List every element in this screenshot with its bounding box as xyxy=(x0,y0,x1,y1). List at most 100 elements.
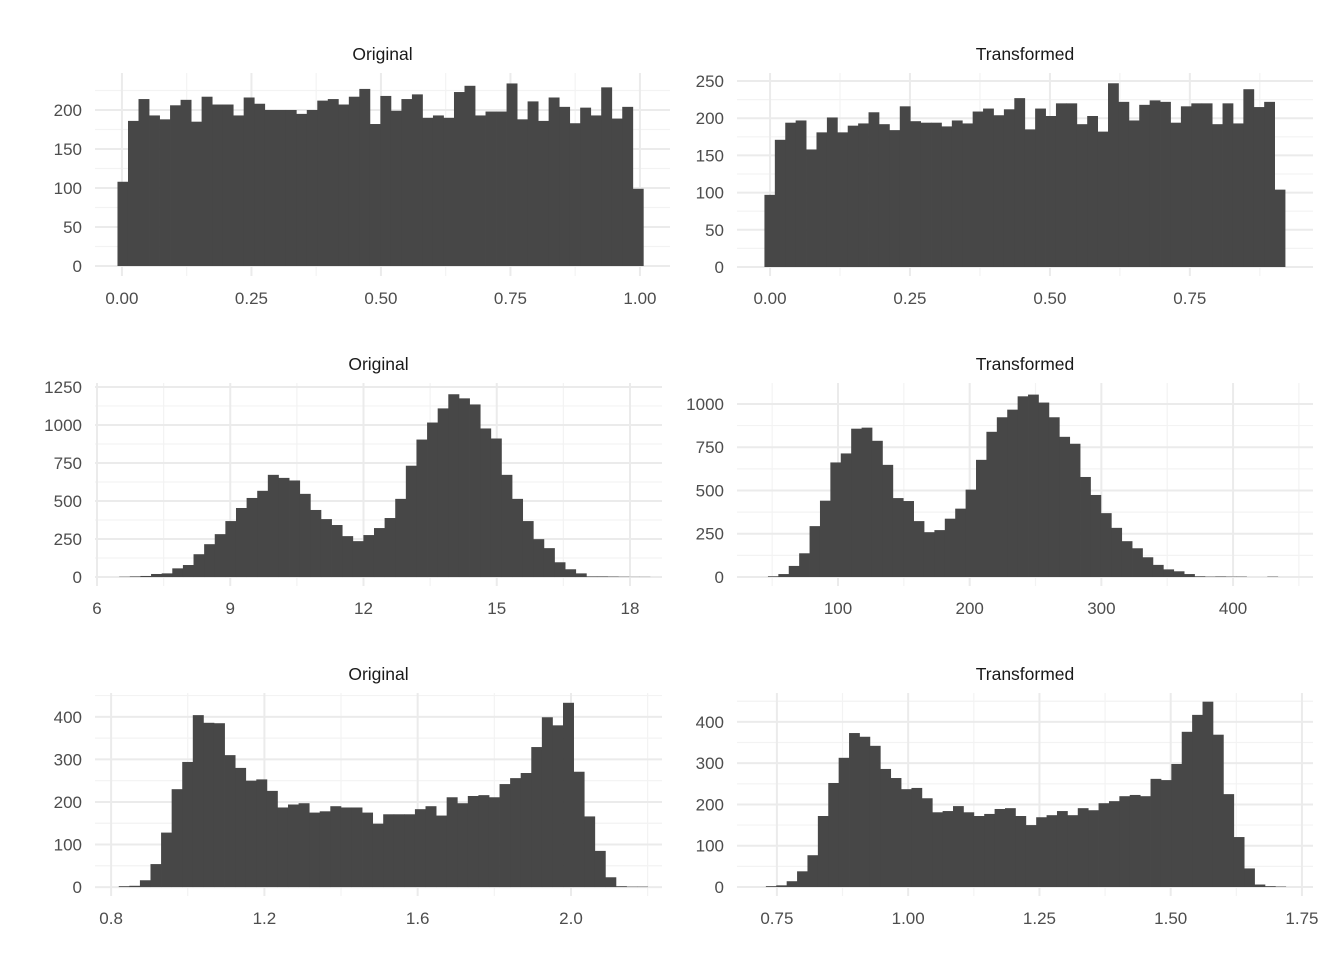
histogram-bar xyxy=(923,532,935,578)
histogram-bar xyxy=(849,733,860,888)
histogram-bar xyxy=(458,398,470,578)
histogram-bar xyxy=(373,528,386,578)
histogram-bar xyxy=(1108,83,1119,267)
histogram-panel-5: 0.8 1.2 1.6 2.0 0 100 200 300 400 Original xyxy=(54,664,662,928)
x-tick-label: 1.25 xyxy=(1023,909,1056,928)
histogram-bar xyxy=(1080,476,1091,578)
x-tick-label: 1.00 xyxy=(892,909,925,928)
x-tick-label: 400 xyxy=(1219,599,1247,618)
y-tick-label: 0 xyxy=(73,257,82,276)
histogram-bar xyxy=(1076,124,1088,267)
histogram-bar xyxy=(788,565,800,578)
histogram-bar xyxy=(819,500,831,578)
histogram-bar xyxy=(795,120,807,267)
histogram-bar xyxy=(632,188,644,267)
histogram-bar xyxy=(1090,494,1102,578)
panel-title: Transformed xyxy=(976,354,1075,374)
histogram-bar xyxy=(204,544,216,578)
histogram-panel-6: 0.75 1.00 1.25 1.50 1.75 0 100 200 300 400 Transfo… xyxy=(696,664,1319,928)
histogram-bar xyxy=(962,123,974,267)
histogram-bar xyxy=(246,497,258,578)
histogram-bar xyxy=(1045,115,1057,267)
x-tick-label: 2.0 xyxy=(559,909,583,928)
histogram-bar xyxy=(222,104,234,267)
histogram-bar xyxy=(289,480,301,578)
histogram-bar xyxy=(235,507,247,578)
histogram-bar xyxy=(510,778,522,888)
histogram-bar xyxy=(1067,815,1079,888)
histogram-bar xyxy=(118,886,130,888)
histogram-bar xyxy=(1066,103,1078,267)
histogram-bar xyxy=(573,771,585,888)
histogram-bar xyxy=(383,814,395,888)
histogram-bar xyxy=(1035,108,1046,267)
histogram-bar xyxy=(1036,817,1047,888)
histogram-bar xyxy=(892,498,904,578)
histogram-bar xyxy=(586,576,598,578)
histogram-bar xyxy=(838,757,850,888)
histogram-bar xyxy=(296,113,308,267)
y-tick-label: 100 xyxy=(696,184,724,203)
histogram-bar xyxy=(541,717,553,888)
histogram-bar xyxy=(310,509,322,578)
histogram-bar xyxy=(275,109,287,267)
panel-title: Original xyxy=(352,44,412,64)
x-tick-label: 0.00 xyxy=(105,289,138,308)
histogram-bar xyxy=(201,96,213,267)
histogram-bar xyxy=(139,880,151,888)
histogram-bar xyxy=(235,767,247,888)
y-tick-label: 400 xyxy=(696,713,724,732)
histogram-bar xyxy=(138,99,150,267)
histogram-bar xyxy=(932,812,944,888)
histogram-bar xyxy=(1243,89,1255,267)
x-tick-label: 100 xyxy=(824,599,852,618)
histogram-bar xyxy=(1142,557,1154,578)
histogram-bar xyxy=(559,106,571,267)
x-tick-label: 0.75 xyxy=(760,909,793,928)
histogram-bar xyxy=(129,576,141,578)
histogram-bar xyxy=(457,803,469,888)
histogram-bar xyxy=(151,573,163,578)
histogram-bar xyxy=(161,573,173,578)
panel-title: Transformed xyxy=(976,44,1075,64)
histogram-bar xyxy=(522,521,534,578)
histogram-bar xyxy=(799,553,810,578)
y-tick-label: 750 xyxy=(696,438,724,457)
histogram-bar xyxy=(446,797,458,888)
histogram-bar xyxy=(817,816,829,888)
histogram-bar xyxy=(1232,123,1244,267)
histogram-bar xyxy=(878,124,890,267)
histogram-bar xyxy=(411,94,423,267)
histogram-bar xyxy=(1015,816,1027,888)
histogram-bar xyxy=(1121,541,1133,578)
histogram-bar xyxy=(584,816,596,888)
histogram-bar xyxy=(615,886,627,888)
histogram-bar xyxy=(983,108,994,267)
histogram-bar xyxy=(359,88,371,267)
histogram-bar xyxy=(1056,811,1068,888)
y-tick-label: 100 xyxy=(54,836,82,855)
histogram-bar xyxy=(372,823,384,888)
histogram-bar xyxy=(569,123,581,267)
y-tick-label: 0 xyxy=(73,568,82,587)
histogram-bar xyxy=(920,122,932,267)
histogram-bar xyxy=(1055,103,1067,267)
histogram-bar xyxy=(225,521,237,578)
histogram-bar xyxy=(1150,778,1162,888)
y-tick-label: 400 xyxy=(54,708,82,727)
histogram-bar xyxy=(1180,106,1192,267)
histogram-bar xyxy=(963,812,975,888)
histogram-bar xyxy=(1215,576,1227,578)
histogram-bar xyxy=(580,107,592,267)
histogram-bar xyxy=(1212,734,1224,888)
histogram-bar xyxy=(117,181,129,267)
histogram-bar xyxy=(256,779,268,888)
histogram-bar xyxy=(590,115,602,267)
x-tick-label: 9 xyxy=(226,599,235,618)
histogram-bar xyxy=(317,100,329,267)
y-tick-label: 200 xyxy=(54,793,82,812)
histogram-bar xyxy=(453,92,465,267)
histogram-bar xyxy=(1077,808,1089,888)
y-tick-label: 50 xyxy=(63,218,82,237)
histogram-bar xyxy=(809,526,821,578)
